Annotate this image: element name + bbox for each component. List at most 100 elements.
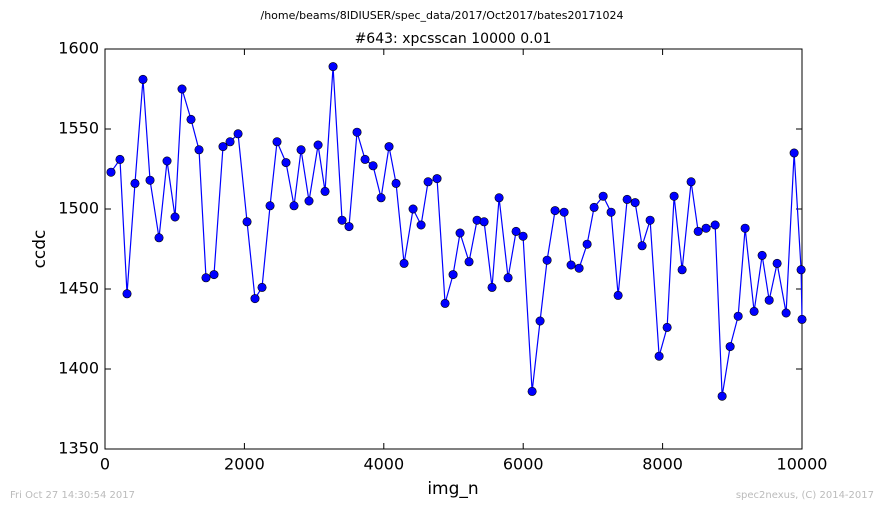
data-point (622, 194, 632, 204)
data-point (440, 298, 450, 308)
data-point (250, 294, 260, 304)
data-point (797, 314, 807, 324)
data-point (781, 308, 791, 318)
data-point (360, 154, 370, 164)
data-point (384, 142, 394, 152)
data-point (654, 351, 664, 361)
data-point (789, 148, 799, 158)
data-point (320, 186, 330, 196)
x-tick-label: 6000 (503, 455, 544, 474)
data-point (740, 223, 750, 233)
data-point (177, 84, 187, 94)
data-point (757, 250, 767, 260)
data-point (257, 282, 267, 292)
footer-left: Fri Oct 27 14:30:54 2017 (10, 490, 135, 501)
data-point (772, 258, 782, 268)
data-point (717, 391, 727, 401)
data-point (487, 282, 497, 292)
data-point (115, 154, 125, 164)
data-point (272, 137, 282, 147)
data-point (337, 215, 347, 225)
data-point (352, 127, 362, 137)
suptitle: /home/beams/8IDIUSER/spec_data/2017/Oct2… (261, 9, 624, 22)
data-point (511, 226, 521, 236)
data-point (535, 316, 545, 326)
y-tick-label: 1500 (58, 199, 99, 218)
data-point (613, 290, 623, 300)
data-point (186, 114, 196, 124)
data-point (669, 191, 679, 201)
data-point (455, 228, 465, 238)
data-point (589, 202, 599, 212)
data-point (733, 311, 743, 321)
data-point (194, 145, 204, 155)
data-point (122, 289, 132, 299)
data-point (416, 220, 426, 230)
data-point (344, 222, 354, 232)
data-point (218, 142, 228, 152)
data-point (559, 207, 569, 217)
data-point (162, 156, 172, 166)
data-point (701, 223, 711, 233)
x-tick-label: 0 (100, 455, 110, 474)
data-point (170, 212, 180, 222)
data-point (686, 177, 696, 187)
data-point (225, 137, 235, 147)
data-point (289, 201, 299, 211)
data-point (464, 257, 474, 267)
data-point (582, 239, 592, 249)
chart-title: #643: xpcsscan 10000 0.01 (355, 31, 552, 47)
data-point (399, 258, 409, 268)
data-point (106, 167, 116, 177)
data-point (313, 140, 323, 150)
data-point (138, 74, 148, 84)
data-point (391, 178, 401, 188)
data-point (677, 265, 687, 275)
plot-frame (104, 48, 803, 450)
y-tick-label: 1400 (58, 359, 99, 378)
footer-right: spec2nexus, (C) 2014-2017 (736, 490, 874, 501)
data-point (448, 270, 458, 280)
data-point (368, 161, 378, 171)
y-tick-label: 1600 (58, 39, 99, 58)
data-point (432, 174, 442, 184)
data-point (304, 196, 314, 206)
x-tick-label: 2000 (224, 455, 265, 474)
data-point (574, 263, 584, 273)
data-point (494, 193, 504, 203)
data-point (749, 306, 759, 316)
data-point (154, 233, 164, 243)
data-point (265, 201, 275, 211)
data-point (566, 260, 576, 270)
data-point (637, 241, 647, 251)
data-point (281, 158, 291, 168)
data-point (693, 226, 703, 236)
data-point (725, 342, 735, 352)
y-tick-label: 1550 (58, 119, 99, 138)
data-point (479, 217, 489, 227)
data-point (662, 322, 672, 332)
x-tick-label: 4000 (363, 455, 404, 474)
data-point (550, 206, 560, 216)
y-tick-label: 1450 (58, 279, 99, 298)
data-point (408, 204, 418, 214)
data-point (630, 198, 640, 208)
data-point (527, 386, 537, 396)
data-point (201, 273, 211, 283)
data-point (710, 220, 720, 230)
x-tick-label: 10000 (777, 455, 828, 474)
x-axis-label: img_n (427, 479, 478, 499)
data-point (296, 145, 306, 155)
data-point (518, 231, 528, 241)
data-point (764, 295, 774, 305)
data-point (542, 255, 552, 265)
data-point (328, 62, 338, 72)
data-point (209, 270, 219, 280)
data-point (423, 177, 433, 187)
data-point (145, 175, 155, 185)
data-point (645, 215, 655, 225)
data-point (242, 217, 252, 227)
x-tick-label: 8000 (642, 455, 683, 474)
